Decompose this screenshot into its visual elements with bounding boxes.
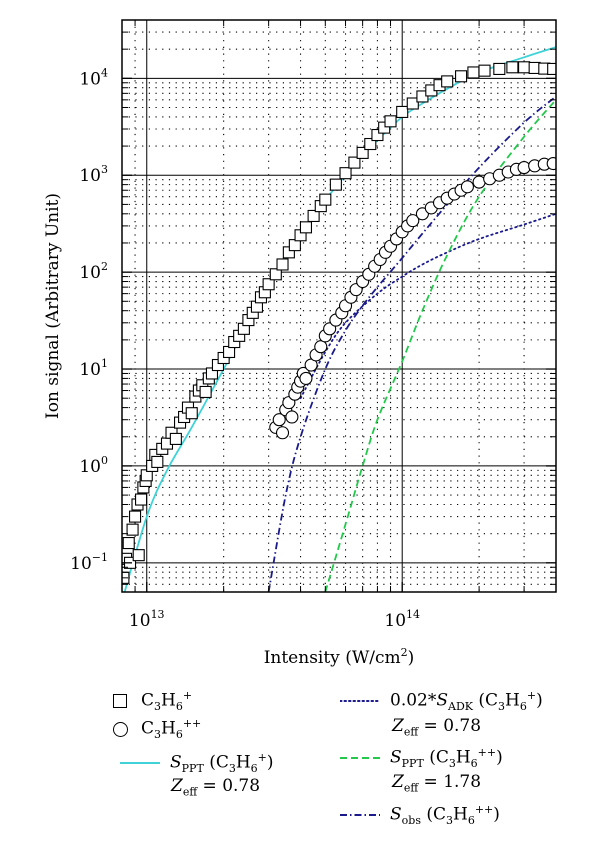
x-tick-label: 1014 [384, 608, 420, 631]
data-point-circle [406, 214, 420, 228]
data-point-square [348, 156, 361, 169]
y-axis-label: Ion signal (Arbitrary Unit) [43, 193, 63, 419]
square-marker-icon [113, 694, 127, 709]
data-point-square [467, 66, 480, 79]
legend-item-sppt-c3h6-plus: SPPT (C3H6+) [120, 752, 274, 774]
data-point-circle [460, 180, 474, 194]
data-point-square [319, 193, 332, 206]
series-line-s-ppt-c3h6-z-eff-1-78 [324, 99, 556, 592]
data-point-square [518, 61, 531, 74]
data-point-square [199, 385, 212, 399]
legend-item-c3h6-plusplus: C3H6++ [113, 718, 201, 740]
data-point-square [185, 407, 198, 420]
legend-item-sppt-c3h6-plusplus: SPPT (C3H6++) [340, 747, 503, 769]
tick-labels: 1013 1014 10−1 100 101 102 103 104 [70, 66, 420, 631]
data-point-circle [285, 410, 299, 424]
dotted-line-icon [340, 700, 380, 703]
legend-zeff-sppt-plus: Zeff = 0.78 [171, 776, 261, 799]
data-point-square [135, 493, 148, 506]
series-line-s-ppt-c3h6-z-eff-0-78 [123, 46, 556, 592]
data-point-square [169, 432, 182, 445]
data-point-square [455, 70, 468, 83]
data-point-square [406, 97, 419, 110]
y-tick-label: 100 [79, 454, 108, 477]
data-point-square [478, 64, 491, 77]
series-line-0-02-s-adk-c3h6-z-eff-0-78 [299, 212, 556, 400]
tick-marks [122, 20, 556, 592]
legend-item-adk: 0.02*SADK (C3H6+) [340, 690, 543, 712]
data-point-square [269, 268, 282, 281]
data-point-square [126, 523, 139, 536]
x-axis-label: Intensity (W/cm2) [264, 646, 415, 668]
dashed-line-icon [340, 757, 380, 760]
data-point-square [223, 345, 236, 359]
y-tick-label: 101 [79, 357, 108, 380]
data-point-circle [275, 426, 290, 440]
x-tick-label: 1013 [129, 608, 165, 631]
data-point-square [371, 128, 384, 142]
data-point-square [339, 167, 352, 180]
data-point-square [276, 258, 289, 271]
curves-layer [123, 46, 556, 592]
circle-marker-icon [113, 721, 128, 737]
markers-layer [122, 61, 556, 584]
legend-item-c3h6-plus: C3H6+ [113, 690, 192, 712]
data-point-square [493, 62, 506, 75]
data-point-circle [272, 413, 286, 427]
data-point-square [547, 62, 556, 75]
data-point-square [129, 510, 142, 523]
y-tick-label: 104 [79, 66, 108, 89]
data-point-square [151, 455, 164, 468]
data-point-square [122, 537, 135, 550]
legend-item-sobs: Sobs (C3H6++) [340, 804, 500, 826]
y-tick-label: 10−1 [70, 551, 108, 574]
y-tick-label: 103 [79, 163, 108, 186]
data-point-circle [517, 161, 531, 175]
data-point-square [384, 115, 397, 128]
data-point-circle [299, 371, 313, 385]
data-point-circle [546, 157, 556, 171]
plot-frame [121, 19, 557, 593]
data-point-square [299, 221, 313, 234]
data-point-square [329, 178, 342, 191]
solid-line-icon [120, 762, 160, 765]
data-point-circle [314, 340, 328, 354]
data-point-square [441, 75, 454, 88]
data-point-square [307, 209, 320, 223]
legend-zeff-adk: Zeff = 0.78 [392, 716, 482, 739]
y-tick-label: 102 [79, 260, 108, 283]
data-point-square [356, 146, 369, 159]
data-point-square [364, 137, 377, 151]
dashdot-line-icon [340, 814, 380, 817]
data-point-square [506, 61, 519, 74]
legend-zeff-sppt-plusplus: Zeff = 1.78 [392, 772, 482, 795]
series-line-s-obs-c3h6 [267, 95, 556, 592]
data-point-square [262, 278, 275, 291]
data-point-square [132, 549, 145, 562]
data-point-circle [323, 322, 337, 336]
data-point-square [378, 121, 391, 134]
data-point-square [396, 105, 409, 118]
